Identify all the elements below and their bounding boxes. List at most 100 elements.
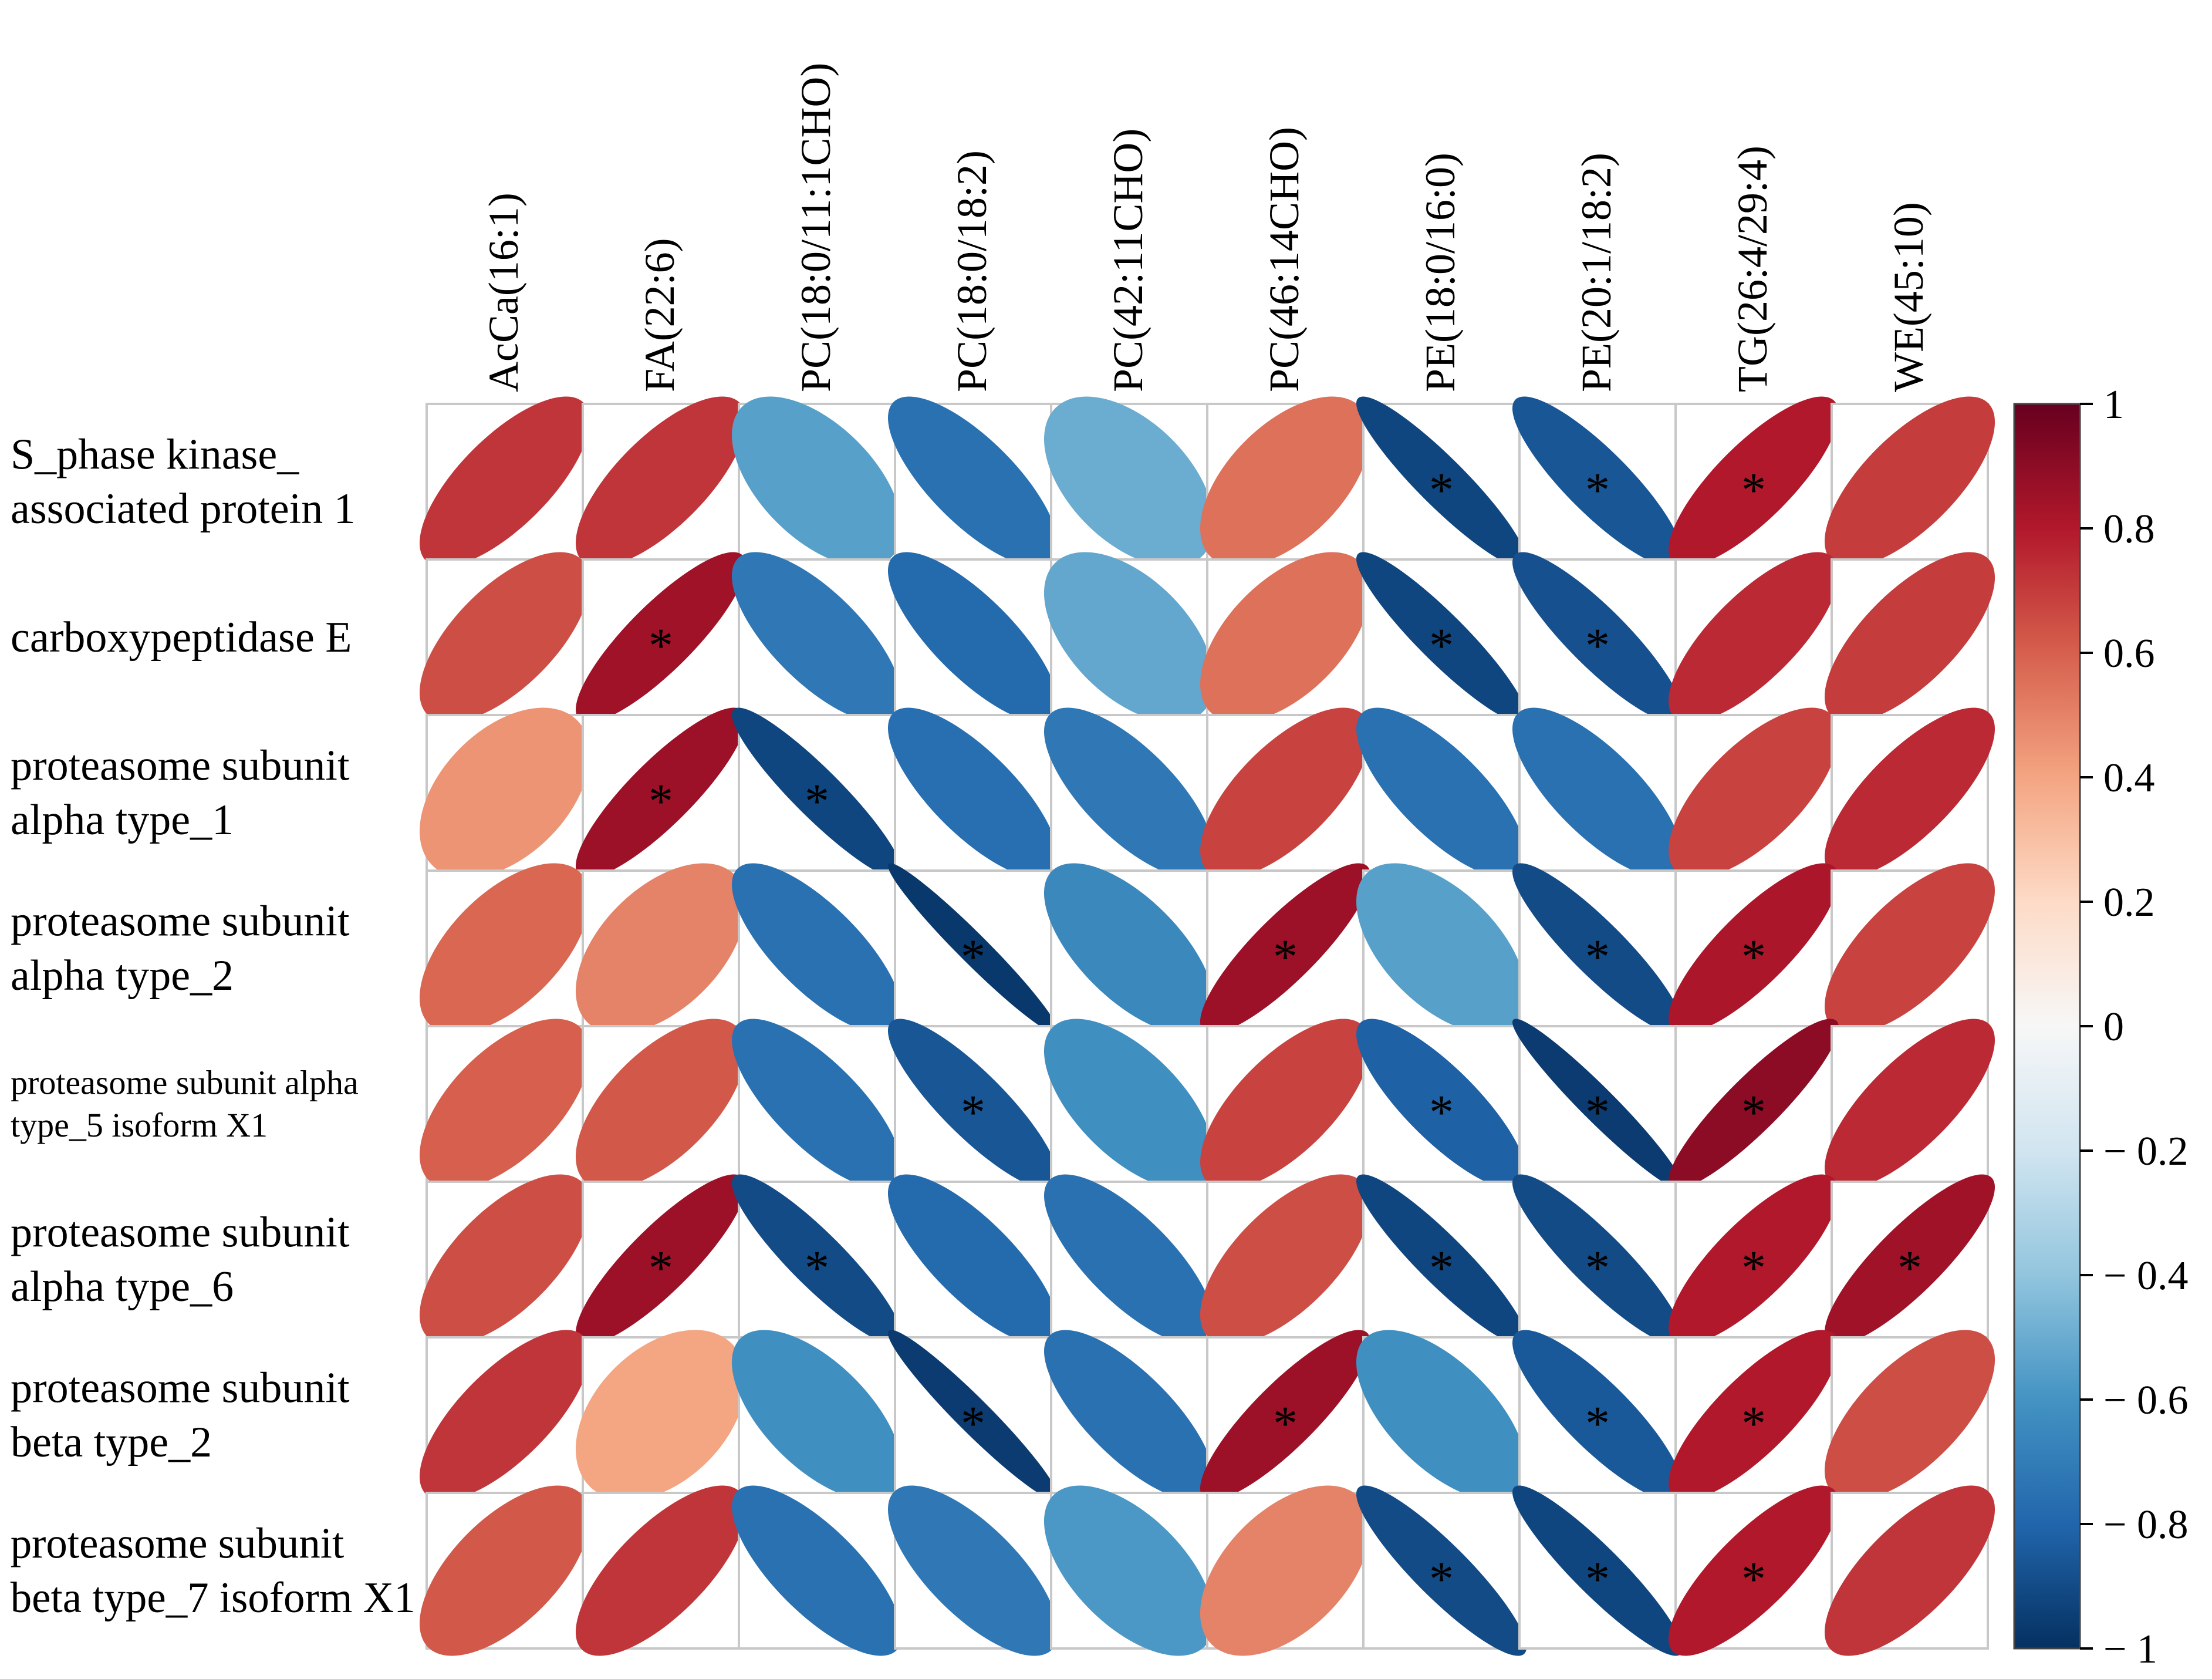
sig-marker-r3-c7: *	[1585, 930, 1610, 985]
ellipse-r5-c0	[419, 1174, 590, 1345]
sig-marker-r1-c6: *	[1429, 619, 1454, 673]
ellipse-r0-c1	[575, 396, 747, 567]
sig-marker-r5-c2: *	[805, 1241, 829, 1296]
correlation-grid: * * * * * * * * * * * * * * * * * * * * * * * * * * * * *	[419, 396, 1995, 1656]
ellipse-r5-c6	[1356, 1174, 1527, 1345]
ellipse-r6-c9	[1824, 1330, 1995, 1501]
sig-marker-r3-c5: *	[1273, 930, 1298, 985]
sig-marker-r2-c1: *	[649, 774, 673, 829]
ellipse-r6-c1	[575, 1330, 747, 1501]
sig-marker-r0-c7: *	[1585, 463, 1610, 518]
ellipse-r7-c7	[1512, 1485, 1683, 1656]
column-label-2: PC(18:0/11:1CHO)	[792, 63, 839, 392]
ellipse-r7-c1	[575, 1485, 747, 1656]
ellipse-r0-c6	[1356, 396, 1527, 567]
sig-marker-r3-c8: *	[1741, 930, 1766, 985]
ellipse-r7-c4	[1043, 1485, 1215, 1656]
ellipse-r0-c7	[1512, 396, 1683, 567]
ellipse-r4-c7	[1512, 1019, 1683, 1189]
ellipse-r1-c0	[419, 552, 590, 723]
sig-marker-r1-c7: *	[1585, 619, 1610, 673]
ellipse-r3-c1	[576, 863, 746, 1034]
column-label-3: PC(18:0/18:2)	[948, 150, 995, 392]
sig-marker-r6-c8: *	[1741, 1397, 1766, 1451]
colorbar-tick-label-7: − 0.4	[2103, 1253, 2188, 1299]
ellipse-r0-c4	[1044, 396, 1214, 567]
ellipse-r0-c3	[888, 396, 1058, 567]
ellipse-r3-c7	[1512, 863, 1683, 1034]
ellipse-r6-c3	[887, 1330, 1058, 1501]
ellipse-r5-c2	[731, 1174, 903, 1345]
ellipse-r5-c5	[1200, 1174, 1371, 1345]
sig-marker-r4-c3: *	[961, 1085, 985, 1140]
colorbar: 1 0.8 0.6 0.4 0.2 0 − 0.2 − 0.4 − 0.6 − 0.8 − 1	[2013, 382, 2188, 1672]
colorbar-tick-label-9: − 0.8	[2103, 1502, 2188, 1547]
row-label-6: proteasome subunit beta type_2	[11, 1364, 350, 1467]
colorbar-gradient	[2013, 403, 2081, 1650]
ellipse-r3-c4	[1043, 863, 1215, 1034]
sig-marker-r6-c5: *	[1273, 1397, 1298, 1451]
ellipse-r3-c2	[732, 863, 902, 1034]
row-labels: S_phase kinase_ associated protein 1 carbo…	[11, 431, 416, 1622]
sig-marker-r0-c8: *	[1741, 463, 1766, 518]
sig-marker-r6-c7: *	[1585, 1397, 1610, 1451]
row-label-0: S_phase kinase_ associated protein 1	[11, 431, 356, 534]
sig-marker-r0-c6: *	[1429, 463, 1454, 518]
ellipse-r2-c6	[1356, 707, 1527, 878]
ellipse-r2-c4	[1043, 707, 1215, 878]
ellipse-r0-c9	[1824, 396, 1995, 567]
colorbar-tick-label-5: 0	[2103, 1004, 2124, 1050]
colorbar-tick-label-3: 0.4	[2103, 756, 2155, 801]
column-label-1: FA(22:6)	[636, 238, 683, 392]
colorbar-tick-label-2: 0.6	[2103, 631, 2155, 676]
column-label-9: WE(45:10)	[1885, 202, 1932, 392]
ellipse-r1-c8	[1669, 552, 1839, 723]
ellipse-r5-c8	[1669, 1174, 1839, 1345]
row-label-7: proteasome subunit beta type_7 isoform X1	[11, 1519, 416, 1621]
sig-marker-r6-c3: *	[961, 1397, 985, 1451]
ellipse-r1-c7	[1512, 552, 1683, 723]
colorbar-tick-label-1: 0.8	[2103, 507, 2155, 552]
ellipse-r7-c0	[419, 1485, 590, 1656]
ellipse-r4-c8	[1668, 1019, 1839, 1189]
ellipse-r1-c5	[1200, 552, 1370, 723]
ellipse-r2-c8	[1669, 707, 1839, 878]
row-label-4: proteasome subunit alpha type_5 isoform X…	[11, 1063, 359, 1144]
sig-marker-r3-c3: *	[961, 930, 985, 985]
ellipse-r6-c2	[731, 1330, 903, 1501]
row-label-5: proteasome subunit alpha type_6	[11, 1209, 350, 1311]
ellipse-r4-c9	[1825, 1019, 1995, 1189]
row-label-3: proteasome subunit alpha type_2	[11, 898, 350, 1000]
ellipse-r2-c0	[420, 707, 590, 878]
sig-marker-r7-c7: *	[1585, 1552, 1610, 1607]
sig-marker-r1-c1: *	[649, 619, 673, 673]
colorbar-tick-label-8: − 0.6	[2103, 1378, 2188, 1423]
ellipse-r1-c6	[1356, 552, 1527, 723]
column-label-8: TG(26:4/29:4)	[1729, 146, 1776, 392]
ellipse-r5-c4	[1044, 1174, 1214, 1345]
ellipse-r0-c8	[1669, 396, 1839, 567]
ellipse-r7-c8	[1669, 1485, 1839, 1656]
ellipse-r4-c5	[1200, 1019, 1370, 1189]
ellipse-r3-c8	[1669, 863, 1839, 1034]
ellipse-r2-c1	[575, 707, 747, 878]
ellipse-r7-c6	[1356, 1485, 1527, 1656]
sig-marker-r5-c6: *	[1429, 1241, 1454, 1296]
ellipse-r1-c9	[1824, 552, 1995, 723]
sig-marker-r5-c1: *	[649, 1241, 673, 1296]
column-labels: AcCa(16:1) FA(22:6) PC(18:0/11:1CHO) PC(18:…	[480, 63, 1932, 392]
sig-marker-r4-c6: *	[1429, 1085, 1454, 1140]
ellipse-r4-c6	[1356, 1019, 1527, 1189]
row-label-1: carboxypeptidase E	[11, 613, 352, 662]
ellipse-r6-c7	[1512, 1330, 1683, 1501]
column-label-0: AcCa(16:1)	[480, 193, 527, 392]
ellipse-r5-c3	[887, 1174, 1059, 1345]
column-label-7: PE(20:1/18:2)	[1573, 153, 1620, 392]
colorbar-tick-label-10: − 1	[2103, 1627, 2157, 1672]
sig-marker-r4-c7: *	[1585, 1085, 1610, 1140]
ellipse-r3-c9	[1825, 863, 1995, 1034]
ellipse-r6-c5	[1200, 1330, 1371, 1501]
sig-marker-r4-c8: *	[1741, 1085, 1766, 1140]
colorbar-tick-label-4: 0.2	[2103, 880, 2155, 925]
column-label-6: PE(18:0/16:0)	[1417, 153, 1464, 392]
